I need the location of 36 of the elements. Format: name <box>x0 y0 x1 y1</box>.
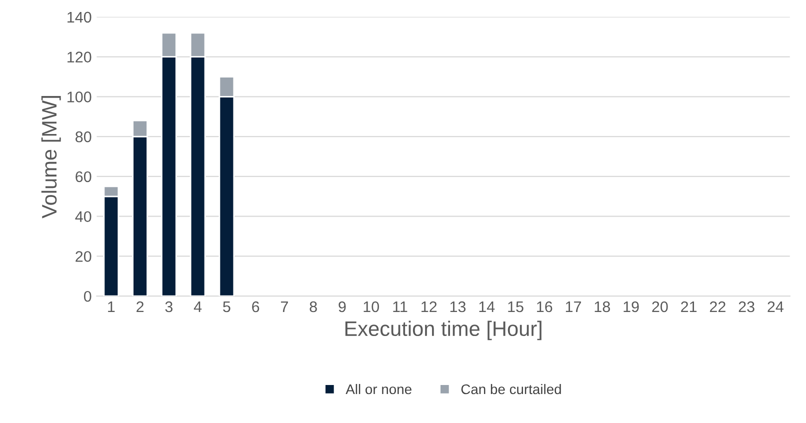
y-tick-label: 40 <box>75 211 92 222</box>
x-tick-label: 2 <box>136 301 144 312</box>
y-tick-label: 20 <box>76 251 92 262</box>
x-tick-label: 9 <box>338 301 346 312</box>
x-tick-label: 19 <box>624 301 639 312</box>
x-tick-label: 1 <box>108 302 115 312</box>
y-axis-title: Volume [MW] <box>41 96 61 218</box>
x-tick-label: 10 <box>364 301 379 312</box>
x-tick-label: 23 <box>738 301 754 312</box>
x-tick-label: 16 <box>537 301 552 312</box>
x-axis-title: Execution time [Hour] <box>345 320 542 340</box>
x-tick-label: 14 <box>479 302 495 312</box>
x-tick-label: 5 <box>223 302 230 312</box>
y-tick-label: 140 <box>68 12 92 23</box>
x-tick-label: 17 <box>566 302 581 312</box>
legend-label: All or none <box>346 384 412 394</box>
x-tick-label: 21 <box>681 301 697 312</box>
x-tick-label: 22 <box>710 301 726 312</box>
x-tick-label: 12 <box>422 301 437 312</box>
x-tick-label: 15 <box>508 302 524 312</box>
y-tick-label: 0 <box>84 290 92 302</box>
x-tick-label: 11 <box>393 302 408 312</box>
x-tick-label: 13 <box>450 301 466 312</box>
y-tick-label: 100 <box>68 92 92 102</box>
y-tick-label: 120 <box>68 52 92 62</box>
x-tick-label: 4 <box>194 302 202 312</box>
x-tick-label: 3 <box>165 301 172 312</box>
x-tick-label: 7 <box>280 302 288 312</box>
x-tick-label: 20 <box>652 301 668 312</box>
x-tick-label: 8 <box>310 301 317 312</box>
x-tick-label: 18 <box>594 301 610 312</box>
legend-label: Can be curtailed <box>461 384 561 394</box>
y-tick-label: 80 <box>76 131 92 142</box>
y-tick-label: 60 <box>76 171 92 182</box>
x-tick-label: 24 <box>768 301 784 312</box>
x-tick-label: 6 <box>252 301 260 312</box>
